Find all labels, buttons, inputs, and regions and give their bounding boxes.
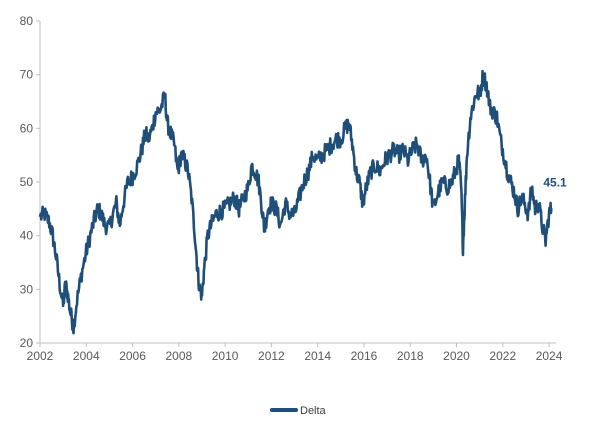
x-tick-label: 2014 <box>304 349 331 363</box>
x-tick-label: 2022 <box>489 349 516 363</box>
x-tick-label: 2010 <box>212 349 239 363</box>
y-tick-label: 80 <box>20 14 34 28</box>
series-line-delta <box>38 69 553 335</box>
y-tick-label: 20 <box>20 336 34 350</box>
x-tick-label: 2024 <box>536 349 563 363</box>
series-layer <box>38 69 553 335</box>
y-tick-label: 50 <box>20 175 34 189</box>
y-tick-label: 30 <box>20 282 34 296</box>
legend-label-delta: Delta <box>300 405 327 417</box>
x-tick-label: 2002 <box>27 349 54 363</box>
y-tick-label: 60 <box>20 121 34 135</box>
x-tick-label: 2016 <box>351 349 378 363</box>
end-value-label: 45.1 <box>543 175 567 189</box>
x-tick-label: 2020 <box>443 349 470 363</box>
x-tick-label: 2008 <box>165 349 192 363</box>
x-tick-label: 2012 <box>258 349 285 363</box>
x-tick-label: 2006 <box>119 349 146 363</box>
legend: Delta <box>270 405 327 417</box>
y-tick-label: 70 <box>20 68 34 82</box>
x-axis-ticks: 2002 2004 2006 2008 2010 2012 2014 2016 2018 2020… <box>27 343 563 363</box>
y-tick-label: 40 <box>20 229 34 243</box>
y-axis-ticks: 20 30 40 50 60 70 80 <box>20 14 40 350</box>
x-tick-label: 2018 <box>397 349 424 363</box>
x-tick-label: 2004 <box>73 349 100 363</box>
